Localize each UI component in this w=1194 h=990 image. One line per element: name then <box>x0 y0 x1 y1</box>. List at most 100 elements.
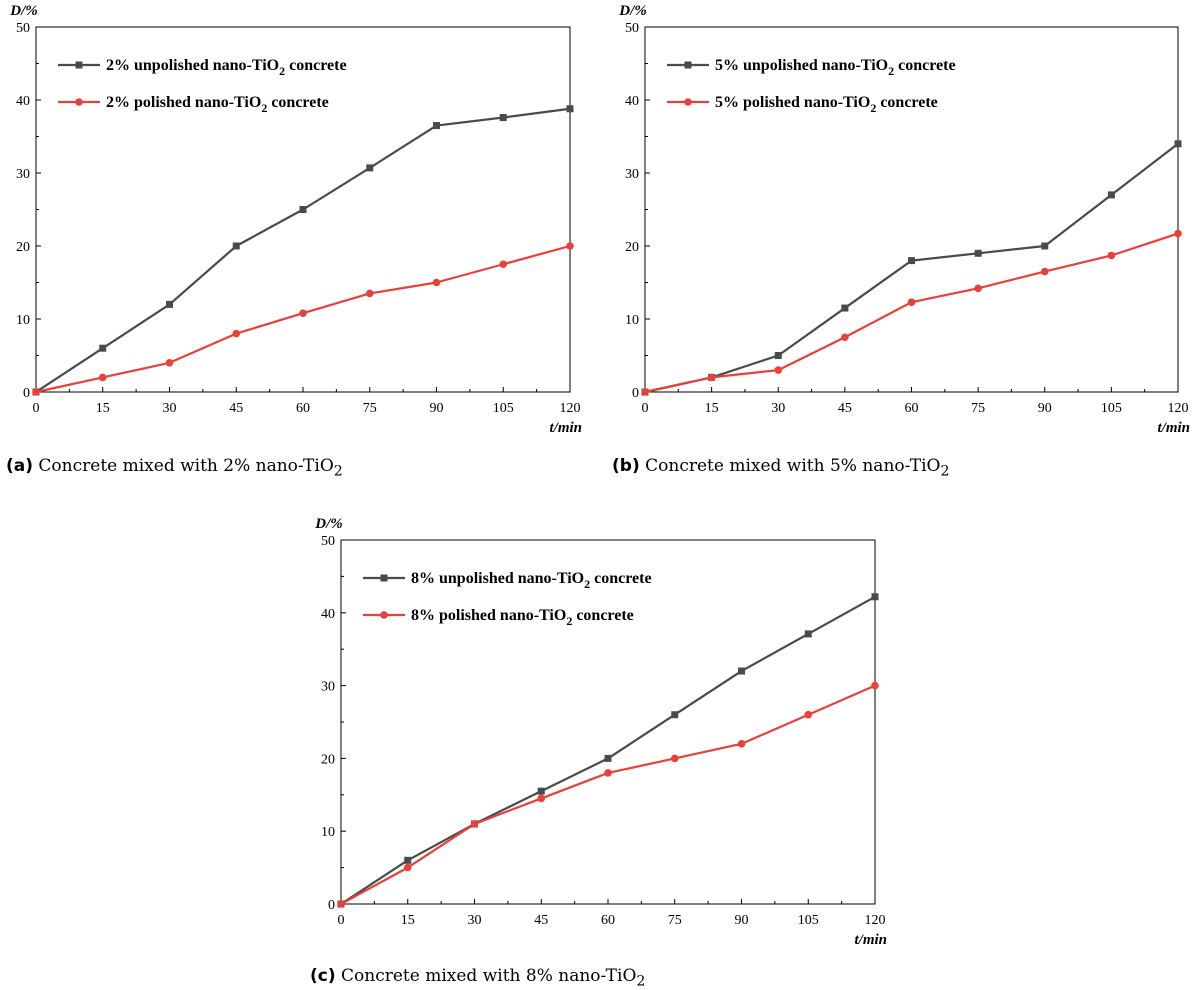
data-point-circle <box>403 863 412 872</box>
x-tick-label: 45 <box>229 401 243 416</box>
legend-marker-circle <box>380 611 388 619</box>
data-point-square <box>841 304 849 312</box>
x-tick-label: 30 <box>771 401 785 416</box>
data-point-circle <box>232 329 241 338</box>
y-tick-label: 0 <box>632 386 639 401</box>
legend-label-1: 5% polished nano-TiO2 concrete <box>715 94 938 115</box>
y-tick-label: 10 <box>16 313 30 328</box>
data-point-square <box>871 593 879 601</box>
data-point-circle <box>98 373 107 382</box>
data-point-square <box>671 711 679 719</box>
x-axis-title: t/min <box>854 932 887 948</box>
data-point-circle <box>432 278 441 287</box>
legend-label-0: 5% unpolished nano-TiO2 concrete <box>715 57 956 78</box>
x-tick-label: 45 <box>838 401 852 416</box>
x-tick-label: 60 <box>296 401 310 416</box>
data-point-square <box>974 249 982 257</box>
plot-frame <box>340 539 876 905</box>
x-tick-label: 105 <box>493 401 514 416</box>
data-point-circle <box>774 366 783 374</box>
x-tick-label: 0 <box>338 913 345 928</box>
data-point-circle <box>604 769 612 777</box>
y-tick-label: 10 <box>625 313 639 328</box>
data-point-square <box>774 352 782 359</box>
x-tick-label: 0 <box>33 401 40 416</box>
legend-label-0: 8% unpolished nano-TiO2 concrete <box>411 570 652 591</box>
y-axis-title: D/% <box>9 3 38 19</box>
legend-marker-square <box>684 61 692 69</box>
series-line-1 <box>35 244 571 394</box>
y-tick-label: 30 <box>321 680 335 695</box>
data-point-circle <box>1107 251 1116 260</box>
data-point-circle <box>641 388 649 396</box>
series-line-1 <box>340 684 876 905</box>
data-point-square <box>537 787 545 795</box>
legend-marker-square <box>380 574 388 582</box>
chart-c: 0 10 20 30 40 50 0 15 30 45 60 75 90 105 120 D/% t/min 8%… <box>314 516 887 948</box>
x-tick-label: 75 <box>971 401 985 416</box>
y-tick-label: 30 <box>16 167 30 182</box>
x-tick-label: 75 <box>668 913 682 928</box>
data-point-circle <box>337 900 345 908</box>
data-point-circle <box>537 794 546 803</box>
y-tick-label: 20 <box>16 240 30 255</box>
legend-marker-square <box>75 61 83 69</box>
x-tick-label: 15 <box>96 401 110 416</box>
y-tick-label: 40 <box>321 607 335 622</box>
series-line-0 <box>35 107 571 393</box>
data-point-square <box>166 300 173 308</box>
data-point-circle <box>365 289 374 298</box>
data-point-circle <box>707 373 716 382</box>
y-axis-title: D/% <box>314 516 343 532</box>
data-point-square <box>804 630 812 638</box>
legend-label-1: 8% polished nano-TiO2 concrete <box>411 607 634 628</box>
data-point-circle <box>1174 229 1182 238</box>
data-point-square <box>404 856 412 864</box>
x-tick-label: 105 <box>1101 401 1122 416</box>
y-axis-title: D/% <box>618 3 647 19</box>
y-tick-label: 20 <box>321 752 335 767</box>
data-point-square <box>366 164 374 172</box>
x-tick-label: 120 <box>560 401 581 416</box>
y-tick-label: 40 <box>625 94 639 109</box>
data-point-square <box>299 206 307 213</box>
data-point-square <box>1174 140 1182 148</box>
x-tick-label: 90 <box>1038 401 1052 416</box>
x-tick-label: 120 <box>1168 401 1189 416</box>
y-tick-label: 50 <box>625 21 639 36</box>
x-tick-label: 15 <box>401 913 415 928</box>
legend-marker-circle <box>75 98 83 106</box>
data-point-circle <box>841 333 849 342</box>
data-point-circle <box>804 710 813 719</box>
data-point-circle <box>566 242 574 250</box>
chart-a: 0 10 20 30 40 50 0 15 30 45 60 75 90 105 120 D/% t/min 2%… <box>9 3 582 436</box>
x-tick-label: 0 <box>642 401 649 416</box>
y-tick-label: 20 <box>625 240 639 255</box>
x-tick-label: 60 <box>905 401 919 416</box>
data-point-circle <box>165 359 174 367</box>
x-tick-label: 30 <box>468 913 482 928</box>
x-tick-label: 60 <box>601 913 615 928</box>
x-tick-label: 90 <box>430 401 444 416</box>
data-point-circle <box>499 260 508 269</box>
caption-a: (a) Concrete mixed with 2% nano-TiO2 <box>6 456 343 480</box>
y-tick-label: 0 <box>23 386 30 401</box>
x-tick-label: 120 <box>865 913 886 928</box>
data-point-circle <box>470 820 479 828</box>
data-point-circle <box>299 309 307 317</box>
y-tick-label: 40 <box>16 94 30 109</box>
x-axis-title: t/min <box>1157 420 1190 436</box>
data-point-circle <box>737 740 746 748</box>
data-point-square <box>433 122 440 130</box>
x-axis-title: t/min <box>549 420 582 436</box>
data-point-square <box>566 105 574 113</box>
series-line-0 <box>644 142 1179 394</box>
x-tick-label: 105 <box>798 913 819 928</box>
x-tick-label: 90 <box>735 913 749 928</box>
x-tick-label: 15 <box>705 401 719 416</box>
data-point-square <box>1107 191 1115 199</box>
y-tick-label: 0 <box>328 898 335 913</box>
x-tick-label: 45 <box>534 913 548 928</box>
data-point-circle <box>907 298 916 307</box>
